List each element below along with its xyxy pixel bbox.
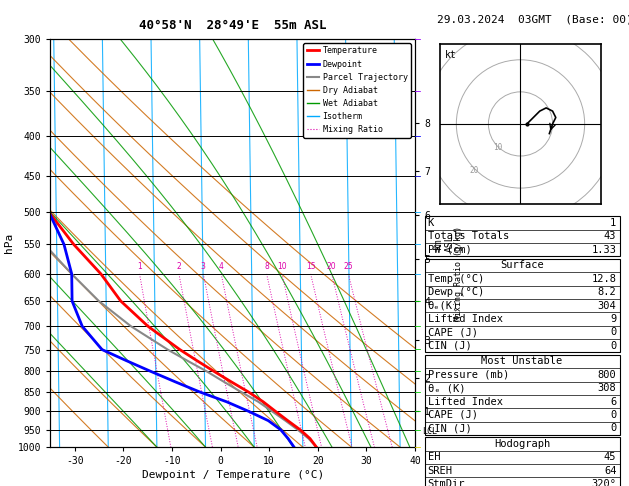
Text: Dewp (°C): Dewp (°C) bbox=[428, 287, 484, 297]
Text: —: — bbox=[415, 442, 421, 452]
Text: Hodograph: Hodograph bbox=[494, 439, 550, 449]
Text: 6: 6 bbox=[610, 397, 616, 407]
Text: 4: 4 bbox=[219, 262, 224, 271]
Text: 2: 2 bbox=[177, 262, 181, 271]
Text: 64: 64 bbox=[604, 466, 616, 476]
Text: —: — bbox=[415, 131, 421, 141]
Text: 0: 0 bbox=[610, 410, 616, 420]
Text: 0: 0 bbox=[610, 327, 616, 337]
Text: Lifted Index: Lifted Index bbox=[428, 314, 503, 324]
Text: 10: 10 bbox=[277, 262, 287, 271]
Text: CAPE (J): CAPE (J) bbox=[428, 327, 477, 337]
Text: 1: 1 bbox=[610, 218, 616, 228]
Text: LCL: LCL bbox=[422, 427, 437, 436]
Text: 25: 25 bbox=[343, 262, 353, 271]
Y-axis label: hPa: hPa bbox=[4, 233, 14, 253]
Text: —: — bbox=[415, 296, 421, 306]
Text: CIN (J): CIN (J) bbox=[428, 341, 472, 351]
Text: 800: 800 bbox=[598, 370, 616, 380]
Text: 20: 20 bbox=[327, 262, 337, 271]
Text: 308: 308 bbox=[598, 383, 616, 393]
Text: Surface: Surface bbox=[500, 260, 544, 271]
Text: —: — bbox=[415, 321, 421, 331]
Text: CIN (J): CIN (J) bbox=[428, 423, 472, 434]
Text: 12.8: 12.8 bbox=[591, 274, 616, 284]
Text: 29.03.2024  03GMT  (Base: 00): 29.03.2024 03GMT (Base: 00) bbox=[437, 15, 629, 25]
Text: —: — bbox=[415, 387, 421, 397]
Text: Most Unstable: Most Unstable bbox=[481, 356, 563, 366]
X-axis label: Dewpoint / Temperature (°C): Dewpoint / Temperature (°C) bbox=[142, 470, 324, 480]
Text: 20: 20 bbox=[470, 166, 479, 174]
Text: Pressure (mb): Pressure (mb) bbox=[428, 370, 509, 380]
Text: Lifted Index: Lifted Index bbox=[428, 397, 503, 407]
Text: 3: 3 bbox=[201, 262, 206, 271]
Text: 1.33: 1.33 bbox=[591, 244, 616, 255]
Text: 320°: 320° bbox=[591, 479, 616, 486]
Text: 40°58'N  28°49'E  55m ASL: 40°58'N 28°49'E 55m ASL bbox=[139, 19, 326, 33]
Text: SREH: SREH bbox=[428, 466, 453, 476]
Legend: Temperature, Dewpoint, Parcel Trajectory, Dry Adiabat, Wet Adiabat, Isotherm, Mi: Temperature, Dewpoint, Parcel Trajectory… bbox=[303, 43, 411, 138]
Text: 15: 15 bbox=[306, 262, 316, 271]
Text: CAPE (J): CAPE (J) bbox=[428, 410, 477, 420]
Text: θₑ (K): θₑ (K) bbox=[428, 383, 465, 393]
Text: kt: kt bbox=[445, 50, 457, 60]
Text: —: — bbox=[415, 172, 421, 181]
Text: —: — bbox=[415, 207, 421, 217]
Text: 45: 45 bbox=[604, 452, 616, 463]
Text: 0: 0 bbox=[610, 423, 616, 434]
Text: 1: 1 bbox=[137, 262, 142, 271]
Text: —: — bbox=[415, 240, 421, 249]
Text: 43: 43 bbox=[604, 231, 616, 242]
Text: Totals Totals: Totals Totals bbox=[428, 231, 509, 242]
Text: StmDir: StmDir bbox=[428, 479, 465, 486]
Text: PW (cm): PW (cm) bbox=[428, 244, 472, 255]
Text: —: — bbox=[415, 425, 421, 435]
Text: —: — bbox=[415, 345, 421, 355]
Text: EH: EH bbox=[428, 452, 440, 463]
Text: —: — bbox=[415, 86, 421, 96]
Text: —: — bbox=[415, 366, 421, 377]
Text: K: K bbox=[428, 218, 434, 228]
Text: Temp (°C): Temp (°C) bbox=[428, 274, 484, 284]
Text: 8: 8 bbox=[264, 262, 269, 271]
Text: θₑ(K): θₑ(K) bbox=[428, 300, 459, 311]
Text: —: — bbox=[415, 34, 421, 44]
Text: 304: 304 bbox=[598, 300, 616, 311]
Y-axis label: km
ASL: km ASL bbox=[433, 234, 454, 252]
Text: 0: 0 bbox=[610, 341, 616, 351]
Text: 10: 10 bbox=[493, 142, 502, 152]
Text: —: — bbox=[415, 406, 421, 417]
Text: 9: 9 bbox=[610, 314, 616, 324]
Text: 8.2: 8.2 bbox=[598, 287, 616, 297]
Text: —: — bbox=[415, 269, 421, 279]
Text: Mixing Ratio (g/kg): Mixing Ratio (g/kg) bbox=[454, 226, 463, 321]
